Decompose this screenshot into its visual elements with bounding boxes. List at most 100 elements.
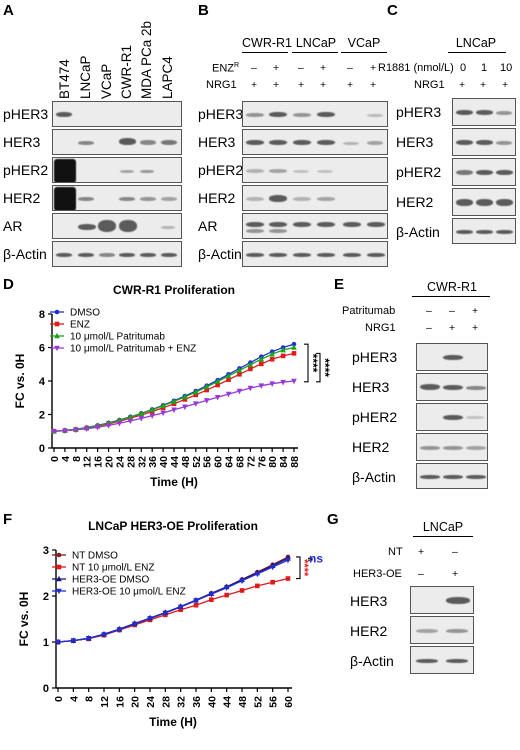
x-tick-label: 16: [93, 456, 105, 468]
blot-strip: [242, 101, 388, 127]
data-point: [225, 372, 232, 379]
nrg1-label: NRG1: [365, 322, 396, 334]
blot-strip: [242, 157, 388, 183]
blot-strip: [410, 646, 474, 674]
x-tick-label: 36: [191, 696, 203, 708]
sign: +: [472, 322, 479, 334]
data-point: [116, 420, 123, 427]
data-point: [269, 381, 275, 387]
group-label: VCaP: [347, 36, 381, 50]
data-point: [160, 410, 166, 417]
row-label: pHER3: [3, 106, 49, 122]
blot-strip: [52, 157, 182, 183]
blot-strip: [452, 128, 516, 156]
data-point: [85, 636, 92, 642]
sign: –: [449, 305, 455, 317]
panel-label-g: G: [327, 511, 339, 528]
y-axis-label: FC vs. 0H: [13, 354, 27, 409]
significance-label: ****: [298, 559, 310, 577]
sign: +: [251, 79, 258, 91]
significance-bracket: [296, 556, 301, 580]
data-point: [204, 387, 210, 393]
sign: +: [502, 79, 509, 91]
x-tick-label: 64: [224, 456, 236, 468]
data-point: [258, 355, 265, 362]
row-label: HER2: [350, 623, 388, 639]
x-tick-label: 80: [267, 456, 279, 468]
sign: –: [418, 568, 424, 580]
data-point: [247, 361, 254, 368]
blot-strip: [416, 463, 488, 489]
data-point: [291, 344, 297, 350]
blot-strip: [52, 101, 182, 127]
legend-label: ENZ: [70, 320, 90, 331]
data-point: [214, 378, 221, 384]
sign: +: [370, 79, 377, 91]
blot-strip: [452, 158, 516, 186]
legend-label: NT 10 μmol/L ENZ: [72, 563, 154, 574]
x-tick-label: 8: [71, 456, 83, 462]
significance-label: ****: [318, 358, 332, 377]
x-tick-label: 0: [49, 456, 61, 462]
data-point: [193, 602, 199, 608]
x-tick-label: 4: [68, 696, 80, 702]
x-tick-label: 76: [256, 456, 268, 468]
x-tick-label: 72: [245, 456, 257, 468]
data-point: [193, 392, 199, 398]
x-tick-label: 28: [160, 696, 172, 708]
group-label: LNCaP: [422, 520, 464, 534]
nrg1-label: NRG1: [206, 79, 237, 91]
data-point: [182, 404, 188, 411]
legend-label: NT DMSO: [72, 551, 118, 562]
lane-label: LAPC4: [160, 56, 175, 99]
x-tick-label: 36: [147, 456, 159, 468]
data-point: [209, 597, 214, 602]
data-point: [160, 402, 166, 409]
row-label: HER2: [3, 190, 41, 206]
y-tick-label: 6: [39, 343, 45, 355]
data-point: [127, 413, 134, 420]
data-point: [255, 583, 260, 589]
data-point: [224, 592, 229, 598]
sign: +: [449, 322, 456, 334]
row-label: β-Actin: [352, 469, 396, 485]
x-tick-label: 56: [202, 456, 214, 468]
legend-label: HER3-OE 10 μmol/L ENZ: [72, 587, 186, 598]
data-point: [54, 345, 60, 352]
row-label: pHER3: [352, 349, 398, 365]
data-point: [214, 394, 221, 401]
sign: +: [370, 62, 377, 74]
data-point: [62, 428, 68, 435]
x-tick-label: 20: [104, 456, 116, 468]
group-label: CWR-R1: [242, 36, 292, 50]
blot-strip: [242, 129, 388, 155]
data-point: [177, 604, 184, 611]
data-point: [193, 401, 199, 407]
x-tick-label: 4: [60, 456, 72, 462]
series-line: [57, 559, 289, 643]
data-point: [51, 428, 57, 435]
x-tick-label: 56: [268, 696, 280, 708]
lane-label: VCaP: [99, 63, 114, 99]
panel-label-b: B: [198, 2, 209, 19]
sign: –: [298, 62, 304, 74]
blot-strip: [52, 185, 182, 211]
x-tick-label: 8: [84, 696, 96, 702]
blot-strip: [52, 129, 182, 155]
data-point: [127, 418, 134, 425]
y-tick-label: 1: [43, 637, 49, 649]
row-label: AR: [3, 218, 23, 234]
chart-title: LNCaP HER3-OE Proliferation: [88, 519, 258, 533]
blot-strip: [52, 241, 182, 267]
data-point: [54, 309, 60, 315]
data-point: [280, 353, 286, 359]
data-point: [101, 632, 107, 638]
sign: +: [320, 79, 327, 91]
panel-label-d: D: [3, 276, 14, 293]
y-axis-label: FC vs. 0H: [17, 592, 31, 647]
panel-label-e: E: [334, 276, 345, 293]
row-label: pHER3: [396, 104, 442, 120]
dose: 10: [500, 62, 513, 74]
row-label: HER3: [198, 134, 236, 150]
blot-strip: [452, 188, 516, 216]
